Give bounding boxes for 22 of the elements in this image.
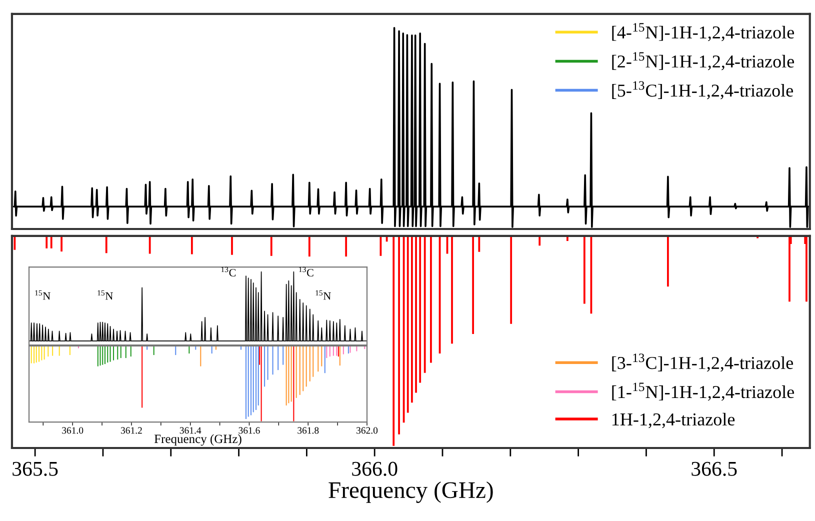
x-tick-label: 366.5: [692, 462, 737, 476]
annotation: $^{13}$C: [221, 266, 236, 276]
x-tick-label: 365.5: [12, 462, 58, 476]
x-tick-label: 361.8: [298, 427, 319, 434]
annotation: $^{13}$C: [299, 266, 314, 276]
legend-label: [3-$^{13}$C]-1H-1,2,4-triazole: [612, 354, 794, 372]
x-axis-title: Frequency (GHz): [154, 434, 242, 446]
legend-label: [5-$^{13}$C]-1H-1,2,4-triazole: [612, 81, 794, 100]
x-tick-label: 361.2: [120, 427, 142, 434]
annotation: $^{15}$N: [98, 290, 113, 300]
x-tick-label: 366.0: [352, 462, 398, 476]
legend-label: [1-$^{15}$N]-1H-1,2,4-triazole: [612, 382, 794, 401]
x-axis-title: Frequency (GHz): [328, 481, 493, 503]
annotation: $^{15}$N: [316, 290, 331, 300]
annotation: $^{15}$N: [35, 290, 50, 300]
x-tick-label: 361.6: [238, 427, 260, 434]
legend-label: [4-$^{15}$N]-1H-1,2,4-triazole: [612, 23, 794, 42]
x-tick-label: 361.0: [62, 427, 84, 434]
legend-label: [2-$^{15}$N]-1H-1,2,4-triazole: [612, 52, 794, 70]
x-tick-label: 361.4: [180, 427, 202, 434]
x-tick-label: 362.0: [356, 427, 378, 434]
legend-label: 1H-1,2,4-triazole: [612, 412, 735, 428]
